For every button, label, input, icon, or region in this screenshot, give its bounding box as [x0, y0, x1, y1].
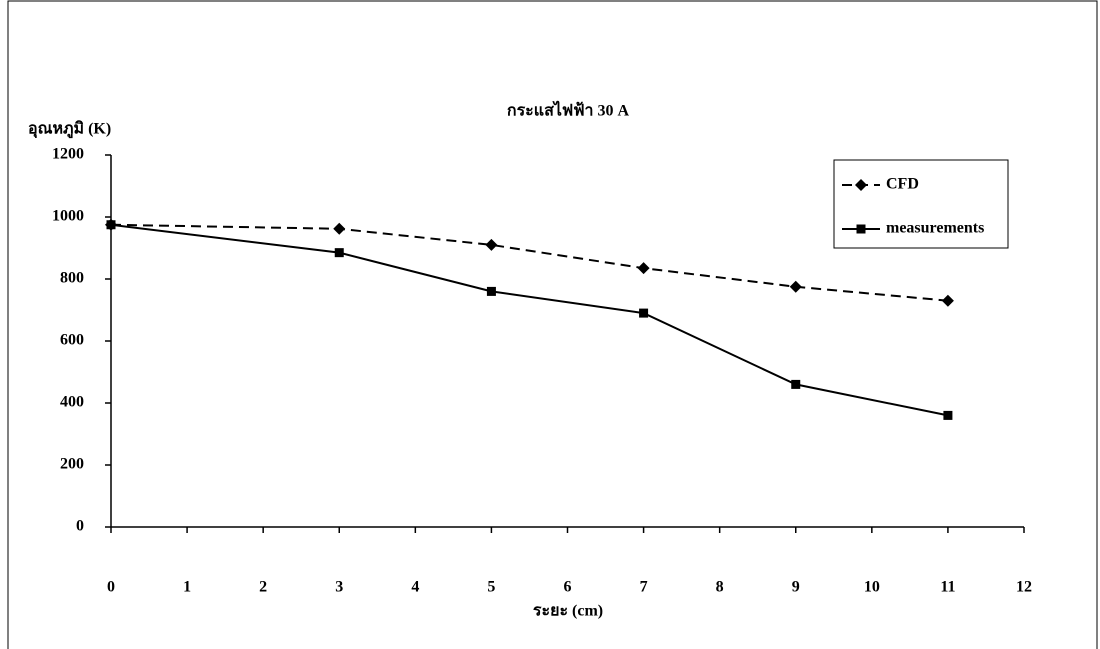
x-tick-label: 1 [183, 579, 191, 596]
marker [942, 295, 954, 307]
x-tick-label: 10 [864, 579, 880, 596]
y-tick-label: 1200 [52, 146, 84, 163]
legend-label: measurements [886, 220, 984, 237]
x-tick-label: 3 [335, 579, 343, 596]
x-tick-label: 2 [259, 579, 267, 596]
y-tick-label: 800 [60, 270, 84, 287]
y-tick-label: 400 [60, 394, 84, 411]
marker [333, 223, 345, 235]
marker [857, 225, 866, 234]
x-tick-label: 4 [411, 579, 419, 596]
x-tick-label: 0 [107, 579, 115, 596]
x-tick-label: 11 [940, 579, 955, 596]
marker [487, 287, 496, 296]
marker [790, 281, 802, 293]
series-line [111, 225, 948, 301]
legend-label: CFD [886, 176, 919, 193]
frame [8, 1, 1097, 649]
x-tick-label: 6 [564, 579, 572, 596]
x-tick-label: 9 [792, 579, 800, 596]
y-tick-label: 600 [60, 332, 84, 349]
series-line [111, 225, 948, 416]
y-axis-label: อุณหภูมิ (K) [28, 120, 111, 140]
x-tick-label: 7 [640, 579, 648, 596]
y-tick-label: 1000 [52, 208, 84, 225]
marker [638, 262, 650, 274]
chart: กระแสไฟฟ้า 30 A อุณหภูมิ (K) ระยะ (cm) 0… [0, 0, 1100, 649]
x-tick-label: 12 [1016, 579, 1032, 596]
marker [485, 239, 497, 251]
marker [107, 220, 116, 229]
x-axis-label: ระยะ (cm) [533, 603, 603, 620]
marker [335, 248, 344, 257]
y-tick-label: 0 [76, 518, 84, 535]
marker [943, 411, 952, 420]
y-tick-label: 200 [60, 456, 84, 473]
x-tick-label: 5 [487, 579, 495, 596]
x-tick-label: 8 [716, 579, 724, 596]
chart-title: กระแสไฟฟ้า 30 A [507, 101, 630, 120]
marker [639, 309, 648, 318]
marker [791, 380, 800, 389]
